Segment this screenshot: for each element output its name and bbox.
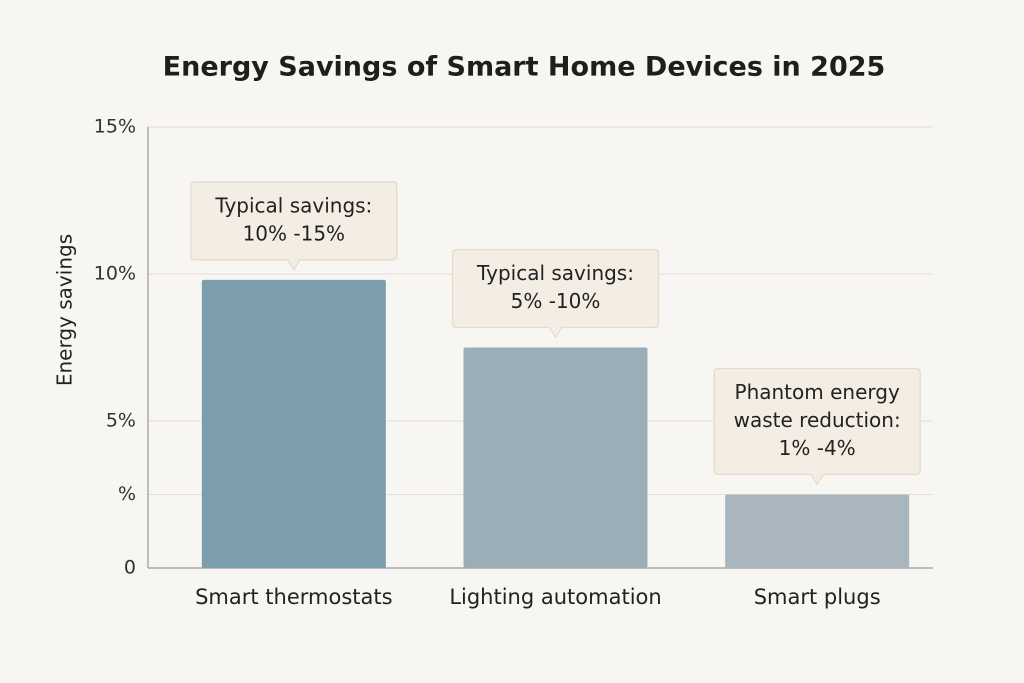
annotation-text: Phantom energy	[735, 380, 900, 404]
annotation-text: waste reduction:	[734, 408, 901, 432]
callout-box	[451, 248, 660, 339]
annotation-text: 1% -4%	[779, 436, 856, 460]
bar	[463, 347, 648, 568]
callout-box	[713, 367, 921, 486]
chart-title: Energy Savings of Smart Home Devices in …	[163, 52, 886, 83]
callout-box	[190, 181, 398, 272]
y-tick-label: 5%	[106, 410, 136, 432]
annotation-text: 5% -10%	[511, 289, 601, 313]
y-tick-label: 10%	[94, 263, 136, 285]
x-tick-label: Smart thermostats	[195, 585, 392, 609]
y-tick-label: %	[118, 483, 136, 505]
y-tick-label: 15%	[94, 116, 136, 138]
x-tick-label: Smart plugs	[754, 585, 881, 609]
bar	[201, 279, 386, 568]
annotation-text: 10% -15%	[243, 221, 345, 245]
y-axis-label: Energy savings	[53, 234, 77, 386]
x-tick-label: Lighting automation	[449, 585, 661, 609]
y-tick-label: 0	[124, 557, 136, 579]
bar	[725, 494, 910, 568]
annotation-text: Typical savings:	[476, 261, 634, 285]
annotation-text: Typical savings:	[214, 193, 372, 217]
